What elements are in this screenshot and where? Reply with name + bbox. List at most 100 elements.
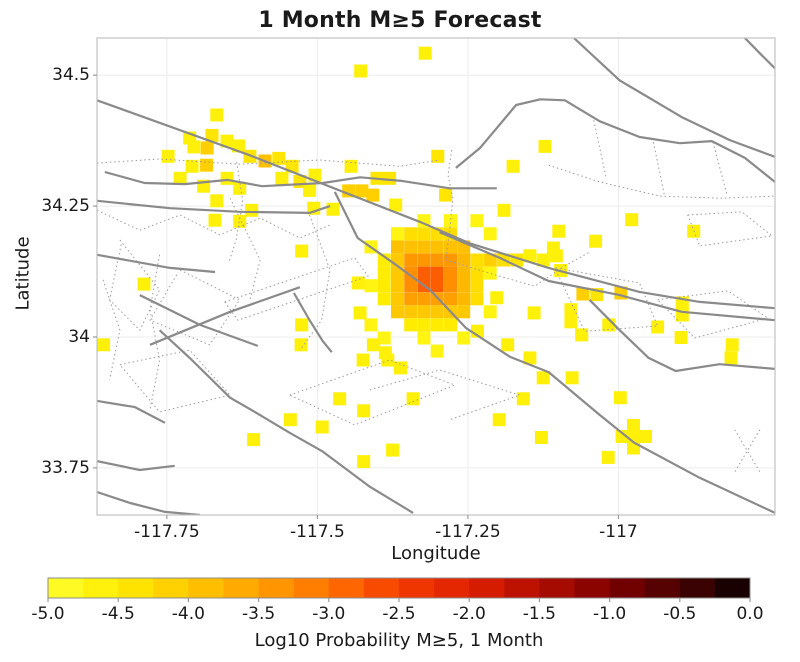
probability-cell <box>366 188 380 202</box>
probability-cell <box>546 241 560 255</box>
fault-line <box>573 38 775 158</box>
probability-cell <box>357 455 371 469</box>
probability-cell <box>674 331 688 344</box>
probability-cell <box>404 318 418 332</box>
probability-cell <box>200 158 214 172</box>
colorbar-label: Log10 Probability M≥5, 1 Month <box>254 630 544 651</box>
fault-line-dotted <box>734 429 761 473</box>
probability-cell <box>575 328 589 342</box>
probability-cell <box>364 318 378 332</box>
probability-cell <box>173 171 187 185</box>
probability-cell <box>383 171 397 185</box>
probability-cell <box>417 318 431 332</box>
probability-cell <box>294 338 308 352</box>
probability-cell <box>601 450 615 464</box>
colorbar-tick-label: -3.0 <box>312 604 346 624</box>
probability-cell <box>536 253 550 267</box>
probability-cell <box>377 331 391 345</box>
probability-cell <box>351 276 365 290</box>
probability-cell <box>185 159 199 173</box>
probability-cell <box>417 227 431 241</box>
colorbar-tick-label: -0.5 <box>663 604 697 624</box>
probability-cell <box>315 420 329 434</box>
probability-cell <box>137 277 151 291</box>
probability-cell <box>534 431 548 444</box>
fault-line-dotted <box>445 150 454 261</box>
probability-cell <box>233 181 247 195</box>
probability-cell <box>364 279 378 293</box>
probability-cell <box>354 64 368 78</box>
probability-cell <box>483 227 497 241</box>
fault-line <box>588 299 775 373</box>
probability-cell <box>444 240 457 254</box>
probability-cell <box>615 430 629 443</box>
fault-line-dotted <box>369 369 522 421</box>
probability-cell <box>483 305 497 319</box>
probability-cell <box>391 266 404 280</box>
probability-cell <box>404 266 418 280</box>
y-tick-label: 34.25 <box>41 196 90 217</box>
probability-cell <box>417 240 431 254</box>
probability-cell <box>457 331 471 345</box>
probability-cell <box>457 266 471 280</box>
fault-line-dotted <box>555 267 659 332</box>
fault-line-dotted <box>97 158 440 167</box>
colorbar-segment <box>293 578 330 598</box>
colorbar-segment <box>609 578 646 598</box>
probability-cell <box>205 128 219 142</box>
colorbar-tick-label: -1.0 <box>593 604 627 624</box>
probability-cell <box>457 253 471 267</box>
fault-line-dotted <box>289 359 457 426</box>
probability-cell <box>366 338 380 352</box>
fault-line-dotted <box>149 254 161 410</box>
probability-cell <box>516 392 530 406</box>
colorbar-tick-label: -2.0 <box>452 604 486 624</box>
probability-cell <box>651 320 665 334</box>
probability-cell <box>210 194 224 208</box>
probability-cell <box>523 249 537 263</box>
probability-cell <box>725 338 739 352</box>
probability-cell <box>457 305 471 319</box>
probability-cell <box>627 419 640 432</box>
probability-cell <box>200 141 214 155</box>
fault-line-dotted <box>657 290 769 339</box>
chart-title: 1 Month M≥5 Forecast <box>258 8 542 33</box>
probability-cell <box>210 108 224 122</box>
fault-line-dotted <box>228 162 244 263</box>
fault-line <box>97 253 216 274</box>
probability-cell <box>565 371 579 385</box>
fault-line <box>97 199 331 214</box>
probability-cell <box>444 292 457 306</box>
colorbar-tick-label: -4.0 <box>171 604 205 624</box>
colorbar-tick-label: -2.5 <box>382 604 416 624</box>
probability-cell <box>391 227 404 241</box>
colorbar-segment <box>504 578 540 598</box>
probability-cell <box>418 46 432 60</box>
probability-cell <box>247 433 261 447</box>
fault-line <box>455 98 775 183</box>
probability-cell <box>404 279 418 293</box>
probability-cell <box>220 171 234 185</box>
probability-cell <box>404 305 418 319</box>
probability-cell <box>564 303 578 317</box>
probability-cell <box>357 404 371 418</box>
fault-line <box>744 38 775 70</box>
probability-cell <box>470 292 484 306</box>
probability-cell <box>417 331 431 345</box>
colorbar-segment <box>574 578 611 598</box>
probability-cell <box>430 266 444 280</box>
probability-cell <box>404 253 418 267</box>
probability-cell <box>272 151 286 165</box>
probability-cell <box>444 253 457 267</box>
probability-cell <box>483 266 497 280</box>
colorbar-tick-label: 0.0 <box>736 604 764 624</box>
probability-cell <box>391 240 404 254</box>
probability-cell <box>470 214 484 228</box>
fault-line <box>97 490 201 515</box>
fault-line-dotted <box>712 142 728 195</box>
probability-cell <box>344 159 358 173</box>
probability-cell <box>470 279 484 293</box>
colorbar-segment <box>223 578 260 598</box>
probability-cell <box>377 266 391 280</box>
